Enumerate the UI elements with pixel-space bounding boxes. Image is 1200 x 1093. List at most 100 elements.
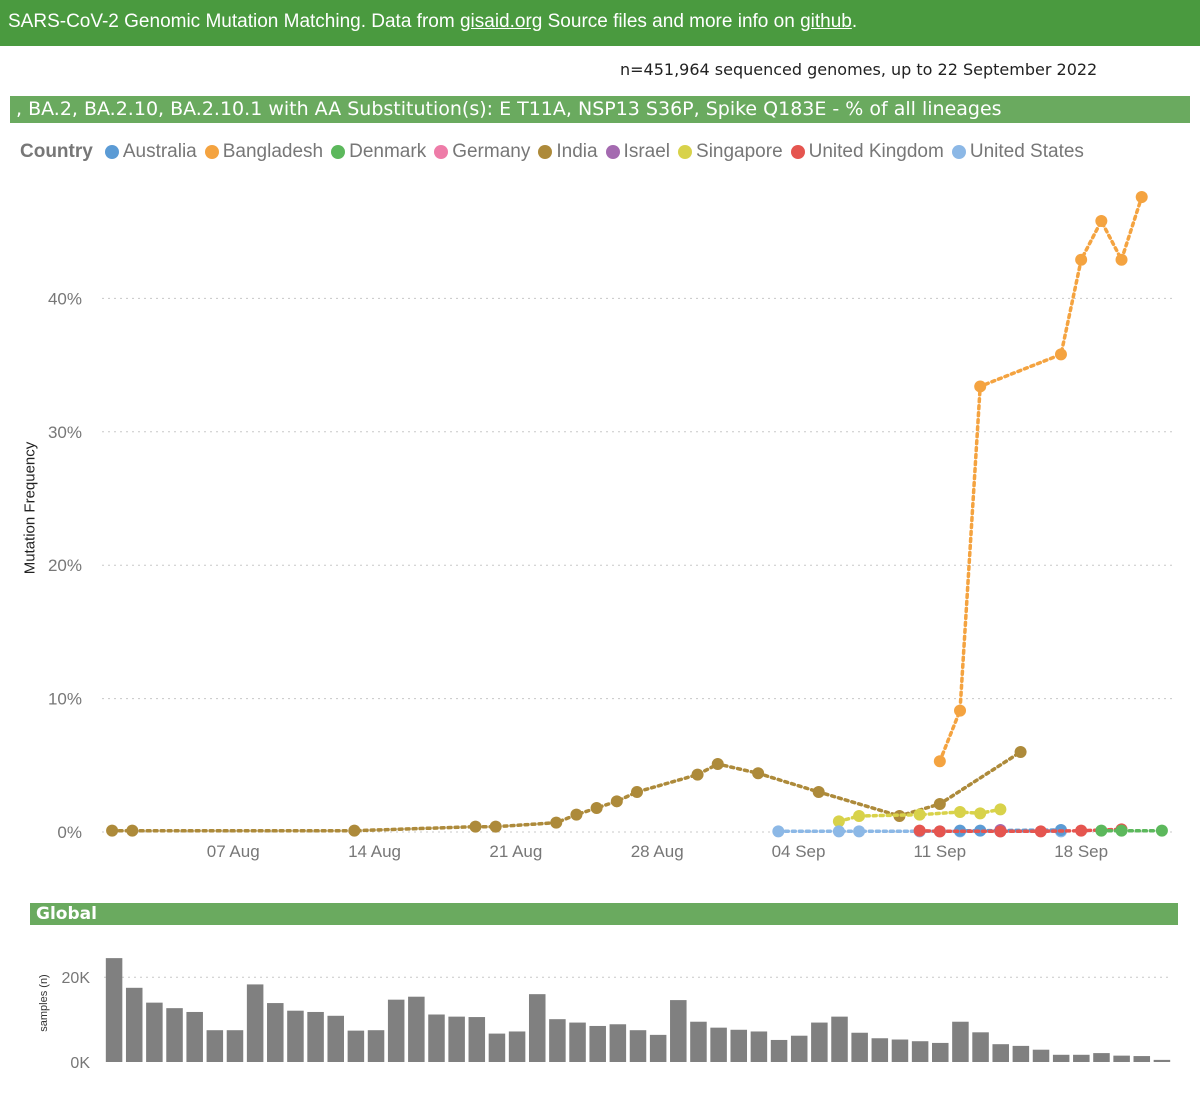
sample-bar[interactable] <box>1153 1059 1171 1062</box>
data-point[interactable] <box>1014 745 1027 758</box>
sample-bar[interactable] <box>166 1008 183 1062</box>
data-point[interactable] <box>832 825 845 838</box>
legend-item-germany[interactable]: Germany <box>434 141 530 163</box>
sample-bar[interactable] <box>690 1021 707 1062</box>
data-point[interactable] <box>1075 824 1088 837</box>
sample-bar[interactable] <box>609 1024 627 1062</box>
data-point[interactable] <box>994 825 1007 838</box>
legend-item-united-states[interactable]: United States <box>951 141 1084 163</box>
data-point[interactable] <box>1095 215 1108 228</box>
data-point[interactable] <box>631 785 643 798</box>
data-point[interactable] <box>610 795 623 808</box>
sample-bar[interactable] <box>327 1015 344 1062</box>
legend-item-united-kingdom[interactable]: United Kingdom <box>790 141 944 163</box>
data-point[interactable] <box>691 768 704 781</box>
data-point[interactable] <box>772 825 785 838</box>
sample-bar[interactable] <box>125 987 143 1062</box>
data-point[interactable] <box>853 809 866 822</box>
legend-item-australia[interactable]: Australia <box>104 141 197 163</box>
sample-bar[interactable] <box>1012 1045 1030 1062</box>
sample-bar[interactable] <box>387 999 405 1062</box>
legend-item-india[interactable]: India <box>538 141 598 163</box>
sample-bar[interactable] <box>186 1011 203 1062</box>
sample-bar[interactable] <box>508 1031 526 1062</box>
sample-bar[interactable] <box>428 1014 445 1062</box>
data-point[interactable] <box>550 816 563 829</box>
data-point[interactable] <box>832 815 845 828</box>
data-point[interactable] <box>1115 824 1128 837</box>
sample-bar[interactable] <box>1032 1049 1050 1062</box>
data-point[interactable] <box>489 820 502 833</box>
sample-bar[interactable] <box>1093 1053 1110 1062</box>
sample-bar[interactable] <box>710 1027 727 1062</box>
sample-bar[interactable] <box>992 1044 1009 1062</box>
data-point[interactable] <box>1034 825 1047 838</box>
legend-item-bangladesh[interactable]: Bangladesh <box>204 141 323 163</box>
data-point[interactable] <box>812 785 825 798</box>
sample-bar[interactable] <box>770 1039 788 1062</box>
data-point[interactable] <box>933 755 946 768</box>
sample-bar[interactable] <box>811 1022 828 1062</box>
data-point[interactable] <box>853 825 866 838</box>
sample-bar[interactable] <box>528 994 546 1062</box>
sample-bar[interactable] <box>226 1030 244 1062</box>
legend-item-denmark[interactable]: Denmark <box>331 141 426 163</box>
sample-bar[interactable] <box>287 1010 304 1062</box>
sample-bar[interactable] <box>347 1030 365 1062</box>
data-point[interactable] <box>469 820 482 833</box>
legend-item-israel[interactable]: Israel <box>605 141 670 163</box>
sample-bar[interactable] <box>589 1025 606 1062</box>
sample-bar[interactable] <box>750 1031 768 1062</box>
sample-bar[interactable] <box>629 1030 647 1062</box>
data-point[interactable] <box>1155 824 1168 837</box>
sample-bar[interactable] <box>670 1000 687 1062</box>
sample-bar[interactable] <box>911 1041 929 1062</box>
data-point[interactable] <box>954 704 967 717</box>
data-point[interactable] <box>974 807 987 820</box>
data-point[interactable] <box>994 803 1007 816</box>
sample-bar[interactable] <box>1073 1054 1090 1062</box>
github-link[interactable]: github <box>800 11 852 32</box>
data-point[interactable] <box>1135 191 1148 204</box>
legend-item-singapore[interactable]: Singapore <box>678 141 783 163</box>
data-point[interactable] <box>752 767 765 780</box>
sample-bar[interactable] <box>1113 1055 1130 1062</box>
sample-bar[interactable] <box>367 1030 385 1062</box>
data-point[interactable] <box>933 797 946 810</box>
sample-bar[interactable] <box>246 984 264 1062</box>
data-point[interactable] <box>348 824 361 837</box>
data-point[interactable] <box>106 824 119 837</box>
sample-bar[interactable] <box>105 958 123 1062</box>
sample-bar[interactable] <box>488 1033 506 1062</box>
data-point[interactable] <box>1054 348 1067 361</box>
sample-bar[interactable] <box>891 1039 909 1062</box>
data-point[interactable] <box>913 824 926 837</box>
data-point[interactable] <box>933 825 946 838</box>
sample-bar[interactable] <box>1133 1056 1151 1062</box>
data-point[interactable] <box>570 808 583 821</box>
data-point[interactable] <box>126 824 139 837</box>
sample-bar[interactable] <box>146 1002 163 1062</box>
sample-bar[interactable] <box>649 1034 667 1062</box>
sample-bar[interactable] <box>468 1017 486 1062</box>
sample-bar[interactable] <box>408 996 425 1062</box>
sample-bar[interactable] <box>730 1029 748 1062</box>
sample-bar[interactable] <box>972 1032 989 1062</box>
data-point[interactable] <box>974 380 987 393</box>
sample-bar[interactable] <box>871 1038 889 1062</box>
data-point[interactable] <box>913 808 926 821</box>
data-point[interactable] <box>893 809 906 822</box>
sample-bar[interactable] <box>851 1032 868 1062</box>
sample-bar[interactable] <box>267 1003 284 1062</box>
data-point[interactable] <box>1075 253 1088 266</box>
data-point[interactable] <box>954 805 967 818</box>
sample-bar[interactable] <box>1052 1054 1070 1062</box>
sample-bar[interactable] <box>932 1042 949 1062</box>
data-point[interactable] <box>711 757 724 770</box>
sample-bar[interactable] <box>448 1016 465 1062</box>
data-point[interactable] <box>1095 824 1108 837</box>
gisaid-link[interactable]: gisaid.org <box>459 11 543 32</box>
sample-bar[interactable] <box>790 1035 808 1062</box>
data-point[interactable] <box>1115 253 1128 266</box>
sample-bar[interactable] <box>952 1021 969 1062</box>
